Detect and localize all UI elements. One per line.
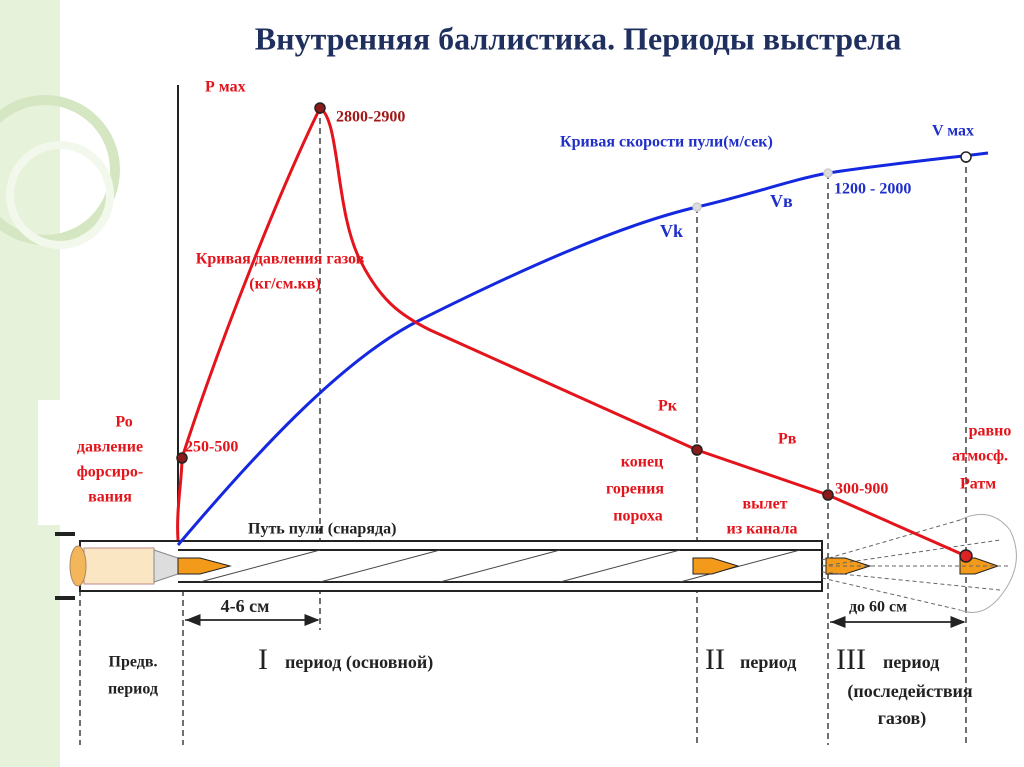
velocity-curve — [176, 151, 989, 546]
label: Р мах — [205, 79, 246, 96]
label: конец — [621, 454, 664, 471]
label: из канала — [727, 521, 798, 538]
label: Vв — [770, 191, 793, 211]
label: пороха — [613, 508, 663, 525]
label: 4-6 см — [221, 596, 270, 616]
label: Рв — [778, 431, 797, 448]
label: II — [705, 643, 725, 676]
points — [176, 102, 973, 563]
label: (последействия — [847, 681, 973, 702]
label: 250-500 — [185, 439, 238, 456]
bullets — [177, 557, 1000, 575]
label: горения — [606, 481, 664, 498]
label: Кривая скорости пули(м/сек) — [560, 134, 773, 151]
label: (кг/см.кв) — [249, 276, 320, 293]
decor-strip — [0, 0, 60, 767]
label: Рк — [658, 398, 678, 415]
label: I — [258, 643, 268, 676]
label: до 60 см — [849, 599, 907, 616]
label: период (основной) — [285, 652, 433, 673]
label: Ро — [115, 414, 132, 431]
label: форсиро- — [77, 464, 144, 481]
label: 1200 - 2000 — [834, 181, 911, 198]
label-box — [38, 400, 168, 525]
label: Путь пули (снаряда) — [248, 521, 396, 538]
label: Vk — [660, 221, 683, 241]
label: Кривая давления газов — [196, 251, 365, 268]
label: 2800-2900 — [336, 109, 405, 126]
label: равно — [969, 423, 1012, 440]
title: Внутренняя баллистика. Периоды выстрела — [255, 20, 901, 56]
label: Ратм — [960, 476, 996, 493]
label: Предв. — [109, 654, 158, 671]
label: давление — [77, 439, 143, 456]
label: период — [108, 681, 158, 698]
label: период — [883, 652, 939, 672]
label: III — [836, 643, 866, 676]
label: вания — [88, 489, 132, 506]
gas-cone — [821, 513, 1017, 613]
label: атмосф. — [952, 448, 1008, 465]
decor-circle — [6, 141, 114, 249]
label: V мах — [932, 123, 974, 140]
label: 300-900 — [835, 481, 888, 498]
label: период — [740, 652, 796, 672]
label: вылет — [742, 496, 787, 513]
label: газов) — [878, 708, 927, 729]
